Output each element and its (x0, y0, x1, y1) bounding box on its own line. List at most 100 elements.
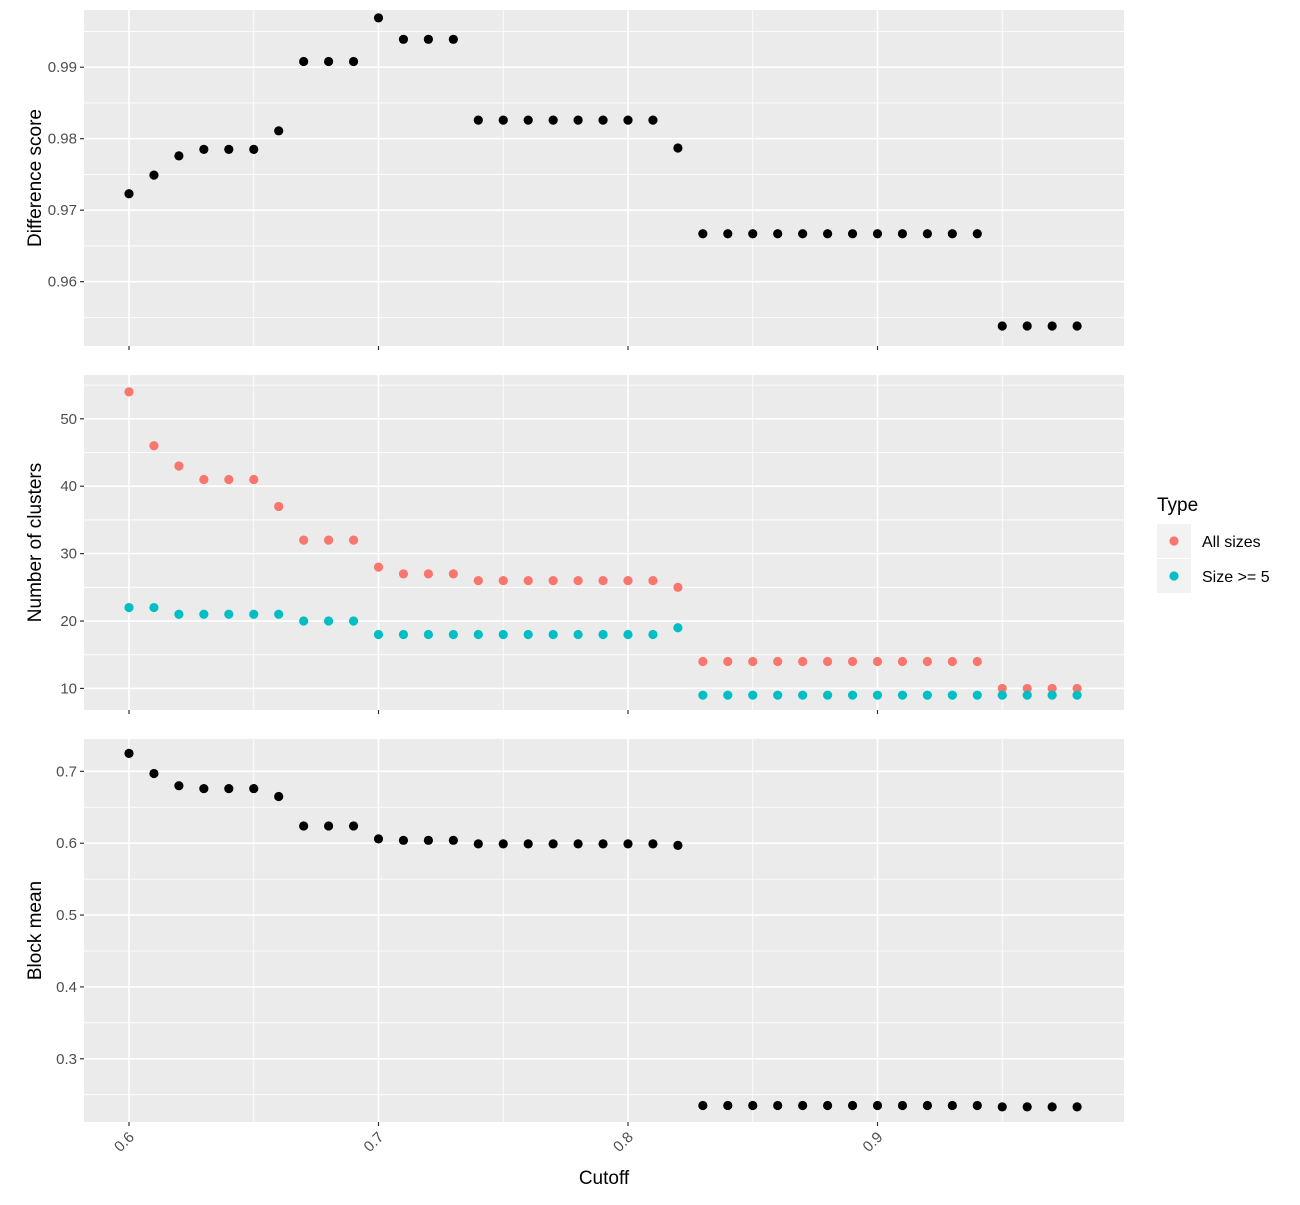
data-point (872, 229, 883, 239)
data-point (897, 656, 908, 667)
legend-label: All sizes (1202, 534, 1261, 551)
data-point (224, 783, 234, 794)
data-point (573, 575, 583, 586)
data-point (997, 690, 1007, 700)
data-point (823, 690, 833, 700)
data-point (723, 656, 733, 667)
data-point (798, 229, 808, 239)
data-point (299, 821, 309, 831)
data-point (723, 1100, 733, 1111)
data-point (324, 616, 334, 626)
data-point (1022, 1102, 1032, 1112)
data-point (199, 783, 209, 794)
panel-background (84, 375, 1124, 710)
data-point (748, 229, 758, 239)
y-tick-label: 20 (60, 613, 77, 630)
data-point (274, 791, 284, 802)
data-point (573, 839, 583, 849)
y-axis-title: Number of clusters (25, 463, 46, 622)
data-point (997, 1102, 1007, 1112)
data-point (823, 1100, 833, 1111)
data-point (174, 609, 184, 619)
data-point (199, 144, 209, 155)
data-point (623, 839, 633, 849)
data-point (398, 569, 409, 579)
data-point (448, 835, 458, 845)
data-point (922, 229, 933, 239)
data-point (324, 535, 334, 545)
legend-key-point (1169, 571, 1179, 581)
data-point (124, 602, 134, 613)
data-point (698, 1100, 708, 1111)
data-point (199, 474, 209, 485)
data-point (548, 575, 558, 586)
data-point (847, 656, 858, 667)
panel-background (84, 739, 1124, 1122)
y-tick-label: 0.97 (48, 202, 77, 219)
data-point (1072, 690, 1082, 700)
y-tick-label: 10 (60, 680, 77, 697)
data-point (997, 321, 1007, 331)
data-point (523, 629, 533, 640)
legend-title: Type (1157, 495, 1198, 516)
data-point (149, 602, 159, 613)
data-point (249, 144, 259, 155)
legend-key-point (1169, 536, 1179, 546)
data-point (498, 575, 508, 586)
data-point (648, 629, 658, 640)
data-point (698, 656, 708, 667)
data-point (1072, 1102, 1082, 1112)
data-point (498, 629, 508, 640)
data-point (224, 609, 234, 619)
data-point (897, 690, 908, 700)
data-point (598, 629, 608, 640)
data-point (798, 1100, 808, 1111)
data-point (448, 34, 458, 44)
y-tick-label: 40 (60, 478, 77, 495)
data-point (473, 575, 483, 586)
data-point (523, 575, 533, 586)
data-point (373, 13, 384, 23)
data-point (573, 629, 583, 640)
data-point (398, 835, 409, 845)
x-axis-title: Cutoff (579, 1168, 630, 1189)
data-point (847, 229, 858, 239)
data-point (698, 690, 708, 700)
data-point (872, 656, 883, 667)
data-point (548, 839, 558, 849)
x-tick-label: 0.9 (860, 1129, 887, 1156)
data-point (698, 229, 708, 239)
data-point (174, 151, 184, 161)
data-point (423, 629, 433, 640)
data-point (398, 629, 409, 640)
data-point (124, 189, 134, 199)
data-point (723, 690, 733, 700)
data-point (947, 690, 957, 700)
data-point (348, 56, 359, 67)
data-point (224, 474, 234, 485)
data-point (274, 501, 284, 512)
panel-background (84, 10, 1124, 346)
data-point (174, 781, 184, 791)
data-point (1022, 690, 1032, 700)
data-point (423, 569, 433, 579)
data-point (498, 839, 508, 849)
data-point (1022, 321, 1032, 331)
y-axis-title: Block mean (25, 881, 46, 980)
data-point (299, 56, 309, 67)
data-point (773, 1100, 783, 1111)
data-point (324, 56, 334, 67)
data-point (972, 656, 982, 667)
data-point (897, 229, 908, 239)
data-point (673, 143, 683, 153)
data-point (224, 144, 234, 155)
data-point (548, 629, 558, 640)
data-point (174, 461, 184, 471)
data-point (623, 575, 633, 586)
y-tick-label: 0.7 (56, 763, 77, 780)
data-point (398, 34, 409, 44)
data-point (972, 229, 982, 239)
data-point (1047, 690, 1057, 700)
data-point (748, 1100, 758, 1111)
data-point (922, 690, 933, 700)
